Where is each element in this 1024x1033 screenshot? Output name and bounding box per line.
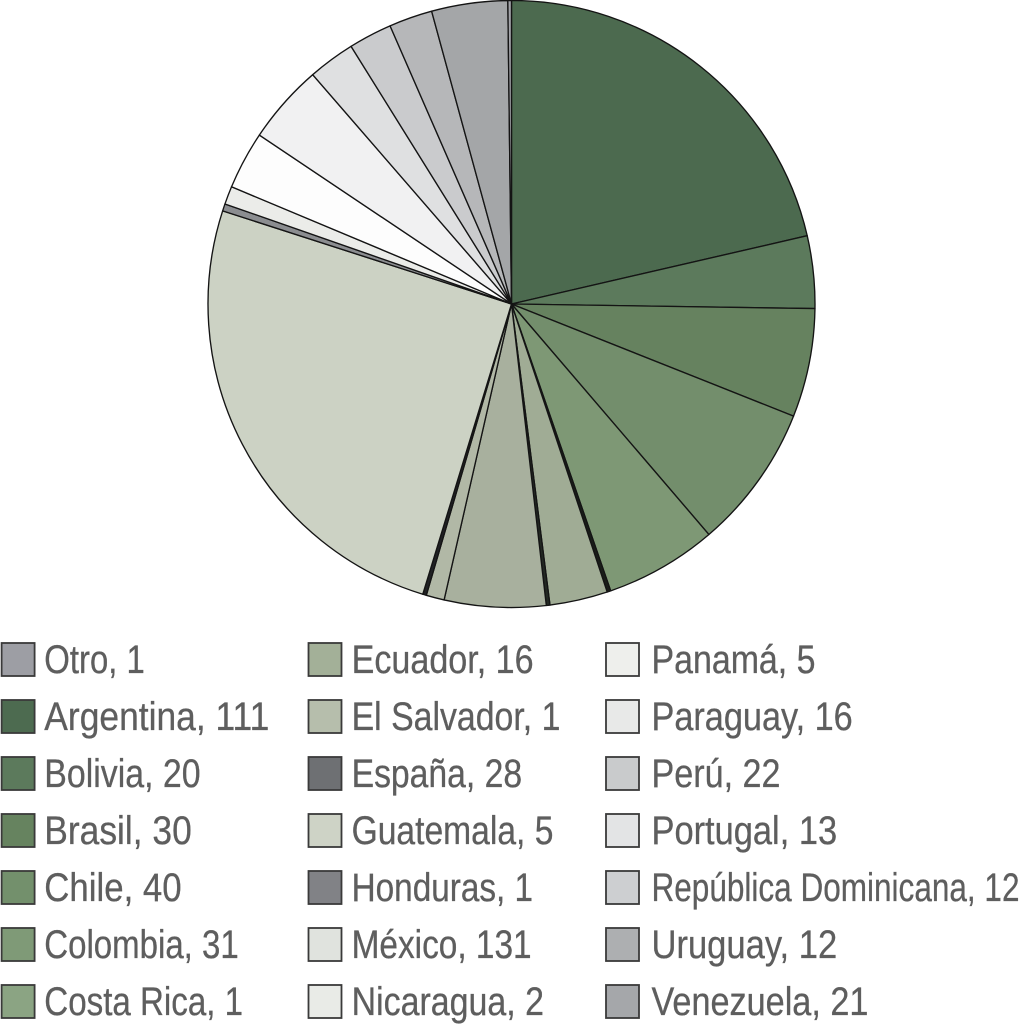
- svg-text:Perú, 22: Perú, 22: [652, 752, 781, 796]
- svg-text:Chile, 40: Chile, 40: [44, 866, 181, 910]
- svg-text:Otro, 1: Otro, 1: [44, 638, 145, 682]
- svg-text:México, 131: México, 131: [352, 923, 532, 967]
- svg-text:República Dominicana, 12: República Dominicana, 12: [652, 866, 1020, 910]
- svg-text:Colombia, 31: Colombia, 31: [44, 923, 238, 967]
- svg-text:España, 28: España, 28: [352, 752, 522, 796]
- svg-text:Panamá, 5: Panamá, 5: [652, 638, 816, 682]
- svg-text:Costa Rica, 1: Costa Rica, 1: [44, 980, 243, 1024]
- svg-text:Uruguay, 12: Uruguay, 12: [652, 923, 838, 967]
- svg-text:Paraguay, 16: Paraguay, 16: [652, 695, 853, 739]
- svg-text:El Salvador, 1: El Salvador, 1: [352, 695, 561, 739]
- svg-text:Argentina, 111: Argentina, 111: [44, 695, 269, 739]
- svg-text:Brasil, 30: Brasil, 30: [44, 809, 192, 853]
- svg-text:Bolivia, 20: Bolivia, 20: [44, 752, 200, 796]
- svg-text:Honduras, 1: Honduras, 1: [352, 866, 533, 910]
- svg-text:Portugal, 13: Portugal, 13: [652, 809, 838, 853]
- svg-text:Nicaragua, 2: Nicaragua, 2: [352, 980, 544, 1024]
- svg-text:Ecuador, 16: Ecuador, 16: [352, 638, 534, 682]
- svg-text:Venezuela, 21: Venezuela, 21: [652, 980, 869, 1024]
- svg-text:Guatemala, 5: Guatemala, 5: [352, 809, 554, 853]
